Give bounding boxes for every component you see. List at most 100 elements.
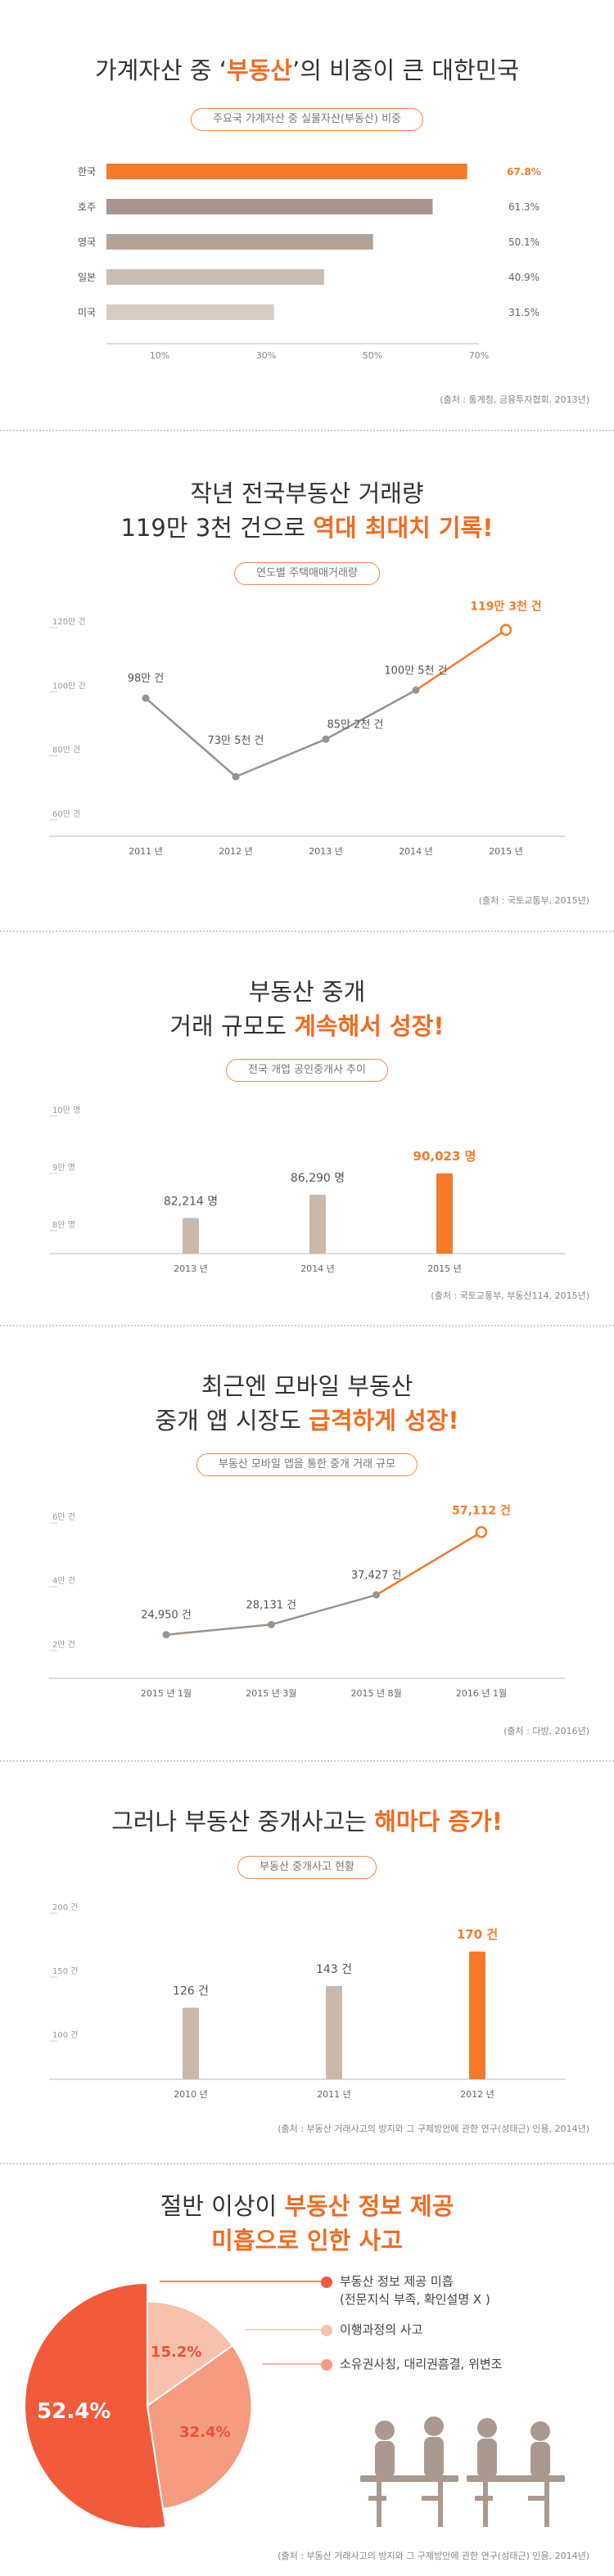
y-tick-label: 6만 건	[52, 1512, 75, 1522]
data-point	[162, 1631, 170, 1639]
section-accident-causes: 절반 이상이 부동산 정보 제공 미흡으로 인한 사고 52.4% 15.2% 32…	[0, 2164, 614, 2576]
source-note: (출처 : 국토교통부, 부동산114, 2015년)	[431, 1290, 589, 1301]
x-tick-label: 2013 년	[174, 1263, 208, 1274]
y-tick-label: 200 건	[52, 1903, 78, 1912]
data-point	[267, 1620, 275, 1628]
line-chart-transactions: 60만 건 80만 건 100만 건 120만 건 98만 건 2011 년 73만 5천 …	[49, 600, 565, 857]
pie-slice-label: 52.4%	[37, 2399, 111, 2424]
bar	[106, 269, 324, 285]
section-brokers: 부동산 중개 거래 규모도 계속해서 성장! 전국 개업 공인중개사 추이 8만…	[0, 932, 614, 1325]
legend-item-execution: 이행과정의 사고	[340, 2322, 423, 2337]
legend-dot-info	[321, 2277, 332, 2288]
bar-category-label: 미국	[78, 307, 96, 318]
bar-value-label: 31.5%	[508, 307, 540, 318]
pie-slice-label: 32.4%	[179, 2424, 230, 2441]
x-tick-label: 30%	[256, 350, 276, 361]
data-label: 85만 2천 건	[327, 718, 384, 731]
bar-category-label: 호주	[78, 201, 96, 213]
data-point	[232, 772, 240, 781]
y-tick-label: 150 건	[52, 1966, 78, 1976]
bar-chart-brokers: 8만 명 9만 명 10만 명 82,214 명 2013 년 86,290 명 2014 …	[49, 1106, 565, 1274]
section-title: 가계자산 중 ‘부동산’의 비중이 큰 대한민국	[94, 56, 520, 84]
y-tick-label: 80만 건	[52, 745, 80, 755]
legend-dot-fraud	[321, 2359, 332, 2371]
bar	[106, 234, 373, 250]
data-point	[322, 735, 330, 743]
data-label: 24,950 건	[141, 1610, 192, 1622]
y-tick-label: 120만 건	[52, 617, 86, 627]
bar	[183, 2007, 199, 2079]
pie-chart-causes: 52.4% 15.2% 32.4%	[24, 2281, 321, 2529]
data-label: 119만 3천 건	[470, 600, 541, 614]
source-note: (출처 : 국토교통부, 2015년)	[478, 895, 589, 906]
data-label: 98만 건	[128, 673, 165, 685]
bar-value-label: 86,290 명	[291, 1172, 345, 1185]
line-chart-mobile-app: 2만 건 4만 건 6만 건 24,950 건 2015 년 1월 28,131 건 201…	[49, 1503, 565, 1699]
legend-item-info: 부동산 정보 제공 미흡 (전문지식 부족, 확인설명 X )	[340, 2274, 490, 2307]
x-tick-label: 2015 년 8월	[351, 1688, 402, 1699]
bar	[106, 304, 274, 320]
series-line-segment	[235, 738, 327, 778]
y-tick-label: 9만 명	[52, 1163, 75, 1173]
x-tick-label: 2014 년	[399, 846, 433, 857]
y-tick-label: 100 건	[52, 2030, 78, 2040]
series-line-segment	[270, 1593, 377, 1626]
section-household-assets: 가계자산 중 ‘부동산’의 비중이 큰 대한민국 주요국 가계자산 중 실물자산…	[0, 0, 614, 430]
chart-subtitle-pill: 주요국 가계자산 중 실물자산(부동산) 비중	[191, 108, 423, 131]
series-line-segment	[325, 689, 417, 741]
bar	[106, 199, 433, 214]
legend-dot-execution	[321, 2325, 332, 2336]
bar	[106, 164, 467, 179]
series-line-segment	[165, 1624, 272, 1636]
data-label: 37,427 건	[351, 1569, 402, 1582]
pie-slice-label: 15.2%	[151, 2344, 201, 2361]
y-tick-label: 10만 명	[52, 1106, 80, 1115]
section-title: 작년 전국부동산 거래량 119만 3천 건으로 역대 최대치 기록!	[120, 480, 494, 542]
y-tick-label: 100만 건	[52, 681, 86, 691]
source-note: (출처 : 다방, 2016년)	[503, 1726, 589, 1736]
x-tick-label: 2013 년	[309, 846, 343, 857]
x-tick-label: 2015 년	[427, 1263, 462, 1274]
chart-subtitle-pill: 부동산 중개사고 현황	[237, 1856, 377, 1879]
bar-value-label: 82,214 명	[164, 1196, 218, 1209]
y-tick-label: 8만 명	[52, 1220, 75, 1230]
y-tick-label: 2만 건	[52, 1640, 75, 1650]
source-note: (출처 : 부동산 거래사고의 방지와 그 구제방안에 관한 연구(성태근) 인…	[278, 2551, 589, 2561]
bar	[469, 1951, 485, 2079]
y-tick-label: 60만 건	[52, 809, 80, 819]
bar	[326, 1986, 342, 2079]
chart-subtitle-pill: 전국 개업 공인중개사 추이	[226, 1059, 388, 1082]
x-tick-label: 10%	[150, 350, 169, 361]
bar-value-label: 90,023 명	[413, 1149, 476, 1164]
people-silhouette-illustration	[360, 2416, 565, 2527]
x-tick-label: 2015 년 3월	[246, 1688, 296, 1699]
source-note: (출처 : 통계청, 금융투자협회, 2013년)	[440, 394, 589, 405]
bar-category-label: 한국	[78, 166, 96, 178]
x-tick-label: 2016 년 1월	[456, 1688, 507, 1699]
section-title: 최근엔 모바일 부동산 중개 앱 시장도 급격하게 성장!	[155, 1372, 459, 1434]
section-title: 부동산 중개 거래 규모도 계속해서 성장!	[169, 978, 445, 1040]
section-divider	[0, 930, 614, 932]
pie-slice	[24, 2281, 167, 2529]
x-tick-label: 2015 년	[489, 846, 523, 857]
bar-value-label: 61.3%	[508, 201, 540, 213]
series-line-segment	[145, 697, 237, 778]
bar-value-label: 67.8%	[507, 166, 541, 178]
data-label: 57,112 건	[452, 1503, 511, 1517]
section-accidents: 그러나 부동산 중개사고는 해마다 증가! 부동산 중개사고 현황 100 건 1…	[0, 1762, 614, 2163]
bar	[309, 1194, 326, 1254]
data-point	[475, 1526, 488, 1538]
section-mobile-apps: 최근엔 모바일 부동산 중개 앱 시장도 급격하게 성장! 부동산 모바일 앱을…	[0, 1326, 614, 1760]
data-point	[499, 624, 512, 636]
section-divider	[0, 1325, 614, 1326]
x-tick-label: 2012 년	[219, 846, 253, 857]
x-tick-label: 70%	[469, 350, 489, 361]
bar-value-label: 143 건	[316, 1963, 352, 1976]
bar	[436, 1173, 453, 1254]
section-title: 그러나 부동산 중개사고는 해마다 증가!	[111, 1808, 503, 1835]
bar-chart-accidents: 100 건 150 건 200 건 126 건 2010 년 143 건 2011 년 170…	[49, 1903, 565, 2100]
data-label: 73만 5천 건	[208, 735, 264, 747]
bar-value-label: 170 건	[457, 1927, 498, 1942]
data-point	[372, 1591, 381, 1599]
bar-category-label: 일본	[78, 272, 96, 283]
